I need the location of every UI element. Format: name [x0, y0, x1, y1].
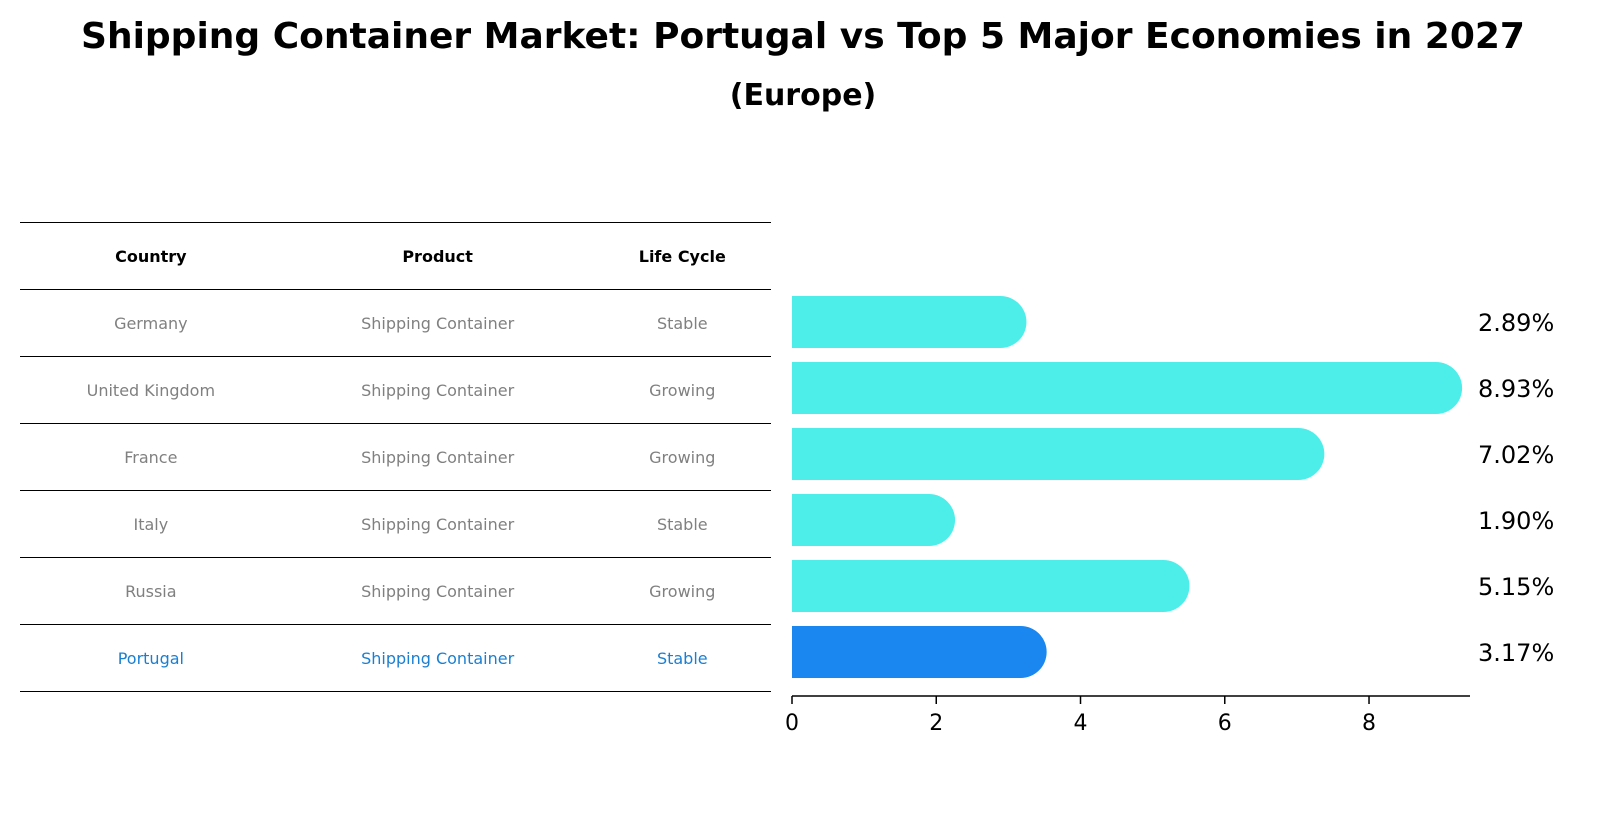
cell-product: Shipping Container — [281, 624, 594, 692]
x-tick-label: 2 — [929, 711, 943, 736]
cell-life-cycle: Stable — [593, 624, 771, 692]
value-label: 5.15% — [1478, 573, 1554, 601]
x-tick-label: 0 — [785, 711, 799, 736]
value-label: 1.90% — [1478, 507, 1554, 535]
cell-country: Portugal — [20, 624, 282, 692]
x-tick-label: 6 — [1218, 711, 1232, 736]
cell-product: Shipping Container — [281, 423, 594, 491]
cell-life-cycle: Growing — [593, 423, 771, 491]
cell-life-cycle: Growing — [593, 557, 771, 625]
cell-country: France — [20, 423, 282, 491]
table-row: France Shipping Container Growing — [20, 423, 771, 491]
header-life-cycle: Life Cycle — [593, 222, 771, 290]
bar-portugal — [792, 626, 1047, 678]
x-tick-label: 8 — [1362, 711, 1376, 736]
cell-product: Shipping Container — [281, 490, 594, 558]
value-label: 8.93% — [1478, 375, 1554, 403]
cell-life-cycle: Growing — [593, 356, 771, 424]
bar-russia — [792, 560, 1190, 612]
cell-country: Germany — [20, 289, 282, 357]
cell-life-cycle: Stable — [593, 490, 771, 558]
value-label: 7.02% — [1478, 441, 1554, 469]
value-label: 2.89% — [1478, 309, 1554, 337]
x-tick-label: 4 — [1074, 711, 1088, 736]
data-table: Country Product Life Cycle Germany Shipp… — [20, 222, 771, 692]
table-row: Germany Shipping Container Stable — [20, 289, 771, 357]
table-row-highlight: Portugal Shipping Container Stable — [20, 624, 771, 692]
table-row: Italy Shipping Container Stable — [20, 490, 771, 558]
bar-germany — [792, 296, 1027, 348]
chart-subtitle: (Europe) — [729, 78, 877, 113]
cell-country: Italy — [20, 490, 282, 558]
value-label: 3.17% — [1478, 639, 1554, 667]
header-product: Product — [281, 222, 594, 290]
cell-country: United Kingdom — [20, 356, 282, 424]
bar-italy — [792, 494, 956, 546]
table-row: United Kingdom Shipping Container Growin… — [20, 356, 771, 424]
cell-product: Shipping Container — [281, 557, 594, 625]
table-row: Russia Shipping Container Growing — [20, 557, 771, 625]
cell-product: Shipping Container — [281, 356, 594, 424]
cell-product: Shipping Container — [281, 289, 594, 357]
cell-life-cycle: Stable — [593, 289, 771, 357]
header-country: Country — [20, 222, 282, 290]
table-header-row: Country Product Life Cycle — [20, 222, 771, 290]
bar-united-kingdom — [792, 362, 1463, 414]
bar-france — [792, 428, 1325, 480]
chart-title: Shipping Container Market: Portugal vs T… — [81, 16, 1525, 57]
cell-country: Russia — [20, 557, 282, 625]
